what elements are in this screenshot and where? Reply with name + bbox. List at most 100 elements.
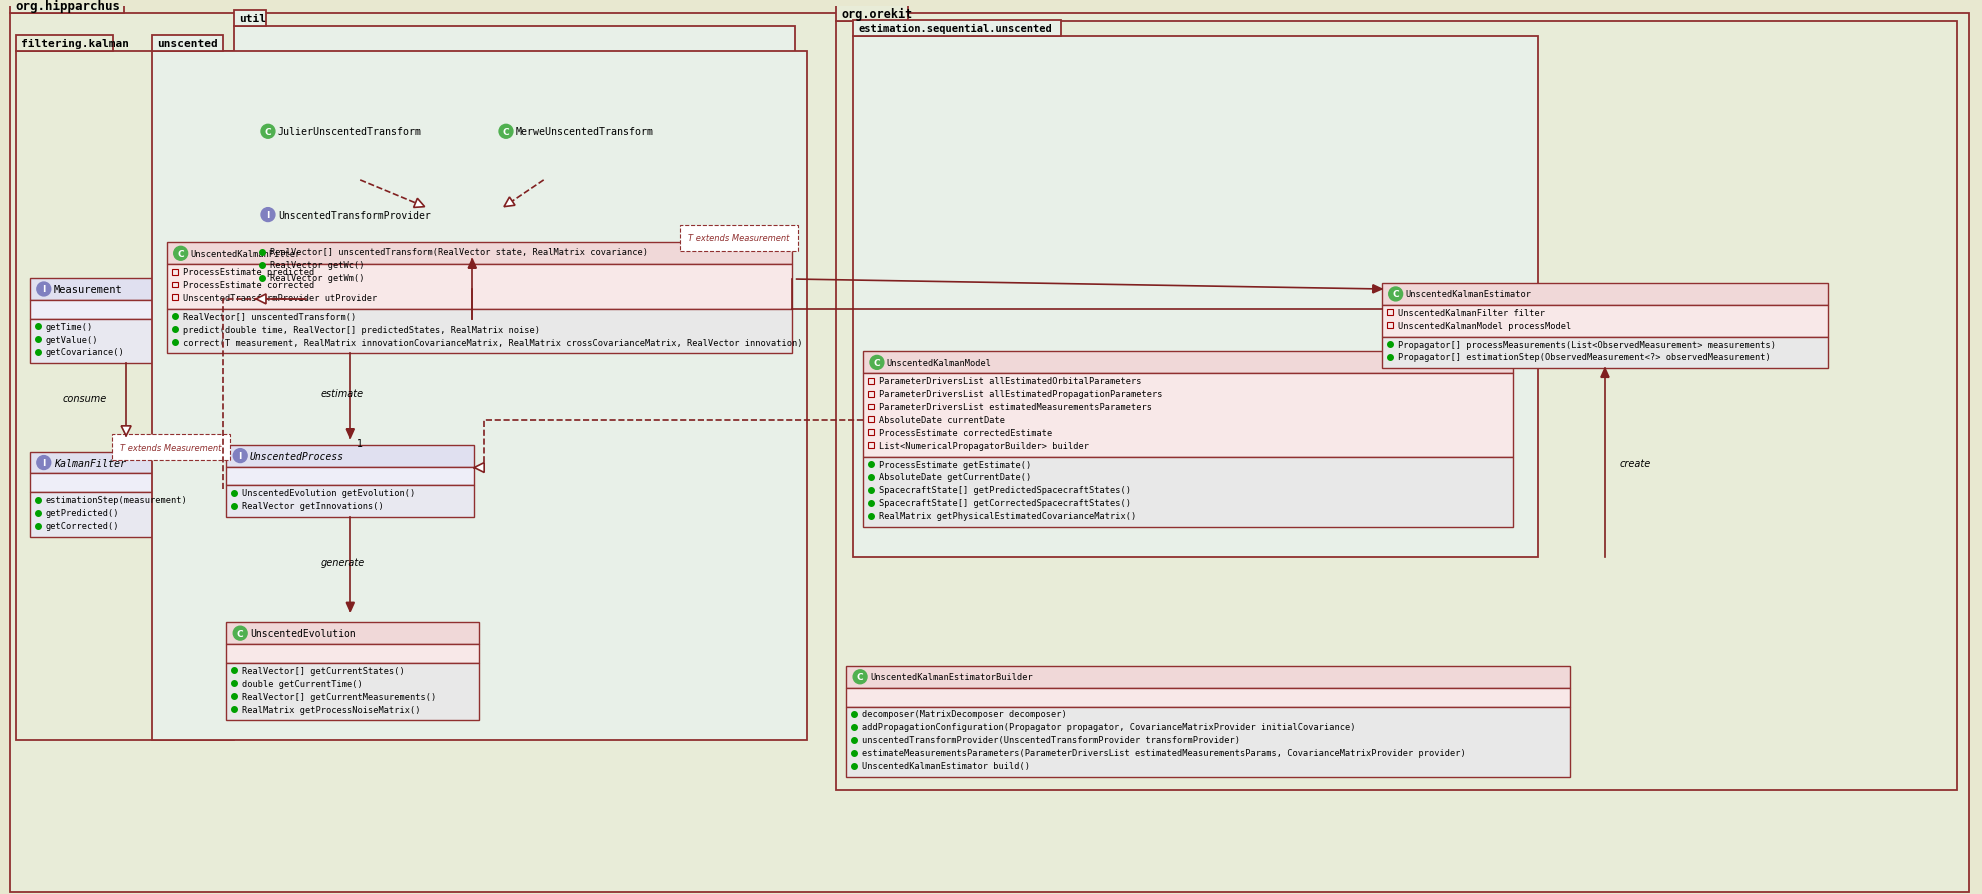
Text: UnscentedEvolution: UnscentedEvolution [250, 628, 355, 638]
Text: C: C [264, 128, 272, 137]
FancyBboxPatch shape [234, 12, 266, 27]
Text: ProcessEstimate corrected: ProcessEstimate corrected [182, 281, 313, 290]
FancyBboxPatch shape [30, 319, 224, 364]
FancyBboxPatch shape [254, 205, 690, 226]
Text: KalmanFilter: KalmanFilter [54, 458, 125, 468]
Text: predict(double time, RealVector[] predictedStates, RealMatrix noise): predict(double time, RealVector[] predic… [182, 325, 539, 334]
Text: I: I [238, 451, 242, 460]
FancyBboxPatch shape [153, 36, 224, 52]
Bar [1385, 323, 1391, 329]
FancyBboxPatch shape [492, 122, 690, 143]
FancyBboxPatch shape [226, 645, 480, 663]
Text: UnscentedTransformProvider utProvider: UnscentedTransformProvider utProvider [182, 293, 377, 302]
FancyBboxPatch shape [846, 687, 1570, 707]
FancyBboxPatch shape [226, 467, 474, 485]
FancyBboxPatch shape [254, 122, 468, 143]
Text: ProcessEstimate predicted: ProcessEstimate predicted [182, 268, 313, 277]
Text: UnscentedKalmanModel processModel: UnscentedKalmanModel processModel [1397, 321, 1570, 330]
Text: AbsoluteDate currentDate: AbsoluteDate currentDate [878, 416, 1005, 425]
Text: SpacecraftState[] getPredictedSpacecraftStates(): SpacecraftState[] getPredictedSpacecraft… [878, 485, 1130, 494]
FancyBboxPatch shape [166, 243, 791, 265]
Text: UnscentedKalmanFilter filter: UnscentedKalmanFilter filter [1397, 308, 1544, 317]
Circle shape [38, 283, 52, 297]
FancyBboxPatch shape [254, 226, 690, 245]
Text: RealMatrix getProcessNoiseMatrix(): RealMatrix getProcessNoiseMatrix() [242, 704, 420, 713]
Text: RealMatrix getPhysicalEstimatedCovarianceMatrix(): RealMatrix getPhysicalEstimatedCovarianc… [878, 511, 1136, 520]
Circle shape [499, 125, 513, 139]
FancyBboxPatch shape [1381, 337, 1827, 369]
Text: consume: consume [63, 393, 107, 403]
Text: ProcessEstimate correctedEstimate: ProcessEstimate correctedEstimate [878, 428, 1052, 437]
Text: I: I [42, 285, 46, 294]
Circle shape [262, 208, 275, 223]
Polygon shape [1599, 369, 1607, 378]
Polygon shape [414, 199, 424, 208]
FancyBboxPatch shape [254, 143, 468, 162]
FancyBboxPatch shape [862, 457, 1512, 527]
FancyBboxPatch shape [254, 162, 468, 181]
FancyBboxPatch shape [836, 6, 908, 22]
FancyBboxPatch shape [30, 493, 224, 537]
Text: decomposer(MatrixDecomposer decomposer): decomposer(MatrixDecomposer decomposer) [862, 710, 1066, 719]
Text: getCovariance(): getCovariance() [46, 348, 125, 357]
FancyBboxPatch shape [1381, 306, 1827, 337]
Text: estimate: estimate [321, 389, 363, 399]
FancyBboxPatch shape [862, 352, 1512, 374]
Text: UnscentedEvolution getEvolution(): UnscentedEvolution getEvolution() [242, 489, 414, 498]
Text: I: I [42, 459, 46, 468]
Text: filtering.kalman: filtering.kalman [22, 39, 129, 49]
FancyBboxPatch shape [166, 309, 791, 354]
Text: RealVector[] getCurrentStates(): RealVector[] getCurrentStates() [242, 666, 404, 675]
Text: T extends Measurement: T extends Measurement [119, 443, 222, 452]
Circle shape [870, 356, 884, 370]
Text: C: C [176, 249, 184, 258]
Text: 1: 1 [357, 438, 363, 448]
Text: getTime(): getTime() [46, 323, 93, 332]
FancyBboxPatch shape [254, 245, 690, 290]
Text: RealVector getWc(): RealVector getWc() [270, 261, 365, 270]
Polygon shape [468, 260, 476, 269]
FancyBboxPatch shape [10, 14, 1968, 892]
Polygon shape [121, 426, 131, 436]
Bar [868, 404, 874, 410]
Bar [868, 443, 874, 449]
Text: T extends Measurement: T extends Measurement [688, 234, 789, 243]
Text: ParameterDriversList allEstimatedPropagationParameters: ParameterDriversList allEstimatedPropaga… [878, 390, 1161, 399]
Text: C: C [1391, 291, 1397, 299]
Text: unscentedTransformProvider(UnscentedTransformProvider transformProvider): unscentedTransformProvider(UnscentedTran… [862, 736, 1239, 745]
Text: JulierUnscentedTransform: JulierUnscentedTransform [277, 127, 422, 137]
Circle shape [234, 627, 248, 640]
Text: UnscentedKalmanEstimator build(): UnscentedKalmanEstimator build() [862, 761, 1029, 771]
Polygon shape [256, 295, 266, 305]
Text: MerweUnscentedTransform: MerweUnscentedTransform [515, 127, 654, 137]
Text: RealVector getWm(): RealVector getWm() [270, 274, 365, 283]
Text: generate: generate [321, 557, 365, 567]
Text: RealVector[] unscentedTransform(): RealVector[] unscentedTransform() [182, 312, 355, 322]
FancyBboxPatch shape [16, 52, 234, 740]
Text: ParameterDriversList allEstimatedOrbitalParameters: ParameterDriversList allEstimatedOrbital… [878, 376, 1142, 386]
FancyBboxPatch shape [492, 143, 690, 162]
Bar [172, 269, 178, 275]
Text: org.orekit: org.orekit [840, 8, 912, 21]
FancyBboxPatch shape [836, 22, 1956, 790]
FancyBboxPatch shape [30, 474, 224, 493]
Text: org.hipparchus: org.hipparchus [16, 0, 121, 13]
Polygon shape [503, 198, 515, 207]
Text: UnscentedKalmanModel: UnscentedKalmanModel [886, 358, 991, 367]
Text: estimateMeasurementsParameters(ParameterDriversList estimatedMeasurementsParams,: estimateMeasurementsParameters(Parameter… [862, 748, 1465, 757]
Circle shape [174, 247, 188, 261]
Text: I: I [266, 211, 270, 220]
Text: util: util [240, 14, 266, 24]
FancyBboxPatch shape [852, 21, 1060, 37]
Text: Measurement: Measurement [54, 284, 123, 295]
Text: UnscentedKalmanEstimatorBuilder: UnscentedKalmanEstimatorBuilder [870, 672, 1033, 681]
FancyBboxPatch shape [30, 300, 224, 319]
FancyBboxPatch shape [846, 666, 1570, 687]
Text: C: C [856, 672, 862, 681]
Text: getValue(): getValue() [46, 335, 99, 344]
Circle shape [1387, 288, 1401, 301]
Circle shape [852, 670, 866, 684]
Text: UnscentedProcess: UnscentedProcess [250, 451, 345, 461]
FancyBboxPatch shape [852, 37, 1536, 557]
FancyBboxPatch shape [492, 162, 690, 181]
